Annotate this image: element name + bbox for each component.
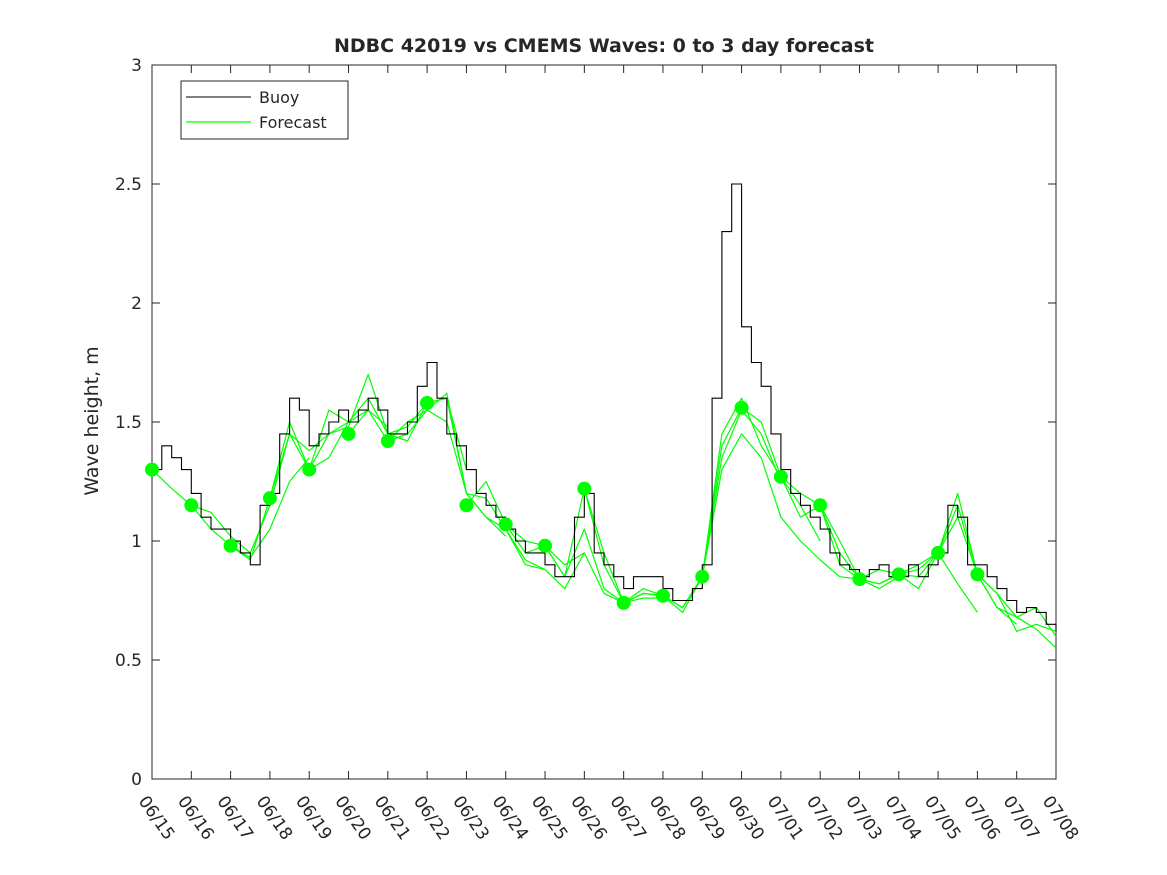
forecast-start-point	[380, 434, 395, 449]
y-tick-label: 2	[131, 294, 142, 314]
forecast-start-point	[734, 400, 749, 415]
y-axis-label: Wave height, m	[81, 346, 103, 495]
forecast-start-point	[184, 498, 199, 513]
forecast-line	[505, 523, 663, 604]
forecast-start-point	[970, 567, 985, 582]
chart-title: NDBC 42019 vs CMEMS Waves: 0 to 3 day fo…	[334, 35, 874, 57]
forecast-start-point	[931, 545, 946, 560]
forecast-start-point	[616, 595, 631, 610]
buoy-line	[152, 183, 1057, 632]
y-tick-label: 1	[131, 532, 142, 552]
forecast-line	[976, 573, 1057, 632]
forecast-start-point	[498, 517, 513, 532]
y-tick-label: 0.5	[115, 651, 142, 671]
forecast-start-point	[459, 498, 474, 513]
forecast-start-point	[695, 569, 710, 584]
forecast-start-point	[655, 588, 670, 603]
forecast-start-point	[302, 462, 317, 477]
y-tick-label: 2.5	[115, 175, 142, 195]
forecast-line	[230, 409, 389, 561]
forecast-start-point	[891, 567, 906, 582]
y-tick-label: 1.5	[115, 413, 142, 433]
axes-box	[151, 64, 1057, 780]
y-tick-label: 3	[131, 56, 142, 76]
forecast-start-point	[852, 572, 867, 587]
plot-area: 00.511.522.5306/1506/1606/1706/1806/1906…	[115, 56, 1082, 844]
forecast-start-point	[538, 538, 553, 553]
forecast-line	[701, 433, 860, 580]
forecast-start-point	[577, 481, 592, 496]
forecast-line	[662, 397, 821, 609]
legend: Buoy Forecast	[180, 80, 349, 140]
forecast-start-point	[341, 426, 356, 441]
legend-box	[180, 80, 349, 140]
legend-label-forecast: Forecast	[259, 113, 327, 132]
forecast-start-point	[420, 395, 435, 410]
forecast-start-point	[145, 462, 159, 477]
forecast-start-point	[813, 498, 828, 513]
y-tick-label: 0	[131, 770, 142, 790]
forecast-start-point	[223, 538, 238, 553]
forecast-start-point	[262, 491, 277, 506]
forecast-start-point	[773, 469, 788, 484]
legend-label-buoy: Buoy	[259, 88, 299, 107]
